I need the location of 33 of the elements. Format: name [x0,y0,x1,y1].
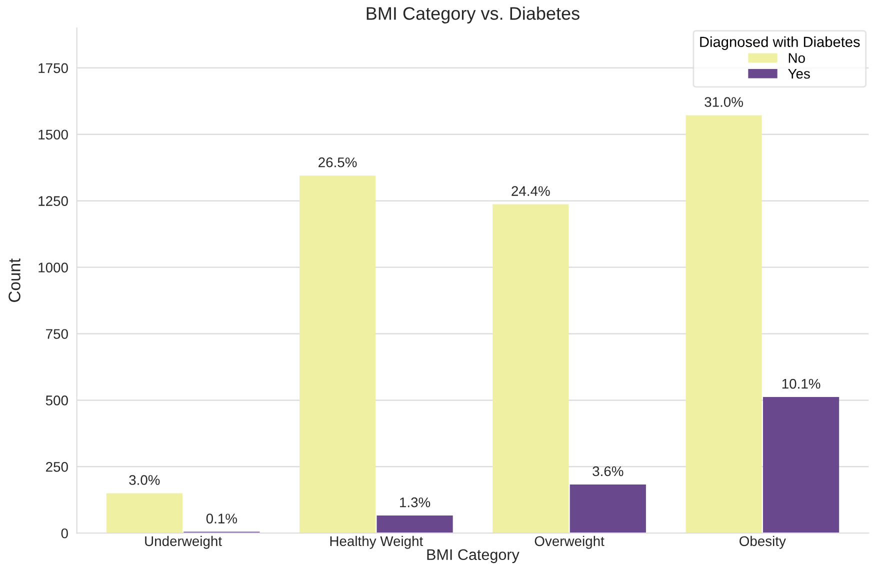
legend-label: No [788,53,805,63]
annotation: 0.1% [206,514,237,524]
legend-label: Yes [788,68,810,79]
bar [376,516,453,534]
y-tick-label: 1750 [38,63,68,74]
legend-title: Diagnosed with Diabetes [700,36,860,50]
annotation: 1.3% [400,497,430,508]
y-tick-label: 1250 [38,196,68,206]
bar [686,115,762,534]
bar [492,204,569,534]
x-tick-label: Obesity [740,536,786,549]
annotation: 31.0% [704,97,743,107]
bar [762,397,840,534]
annotation: 3.0% [129,475,160,485]
annotation: 24.4% [512,186,550,196]
chart-title: BMI Category vs. Diabetes [366,6,580,24]
annotation: 26.5% [318,157,357,168]
y-tick-label: 250 [46,462,68,472]
y-axis-title: Count [8,258,20,302]
bar [570,484,646,534]
y-tick-label: 1000 [38,262,68,272]
y-tick-label: 1500 [38,130,68,140]
y-tick-label: 750 [46,329,68,339]
y-tick-label: 0 [61,528,68,538]
x-tick-label: Underweight [145,536,222,549]
annotation: 10.1% [782,378,820,389]
y-tick-label: 500 [46,396,68,406]
annotation: 3.6% [592,466,624,476]
bar [106,493,182,534]
x-axis-title: BMI Category [427,549,520,564]
x-tick-label: Healthy Weight [330,536,424,549]
bar [299,176,376,534]
x-tick-label: Overweight [534,536,604,549]
